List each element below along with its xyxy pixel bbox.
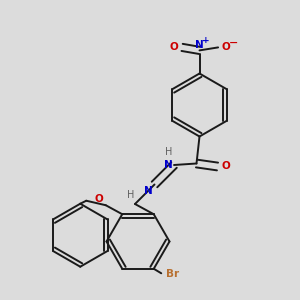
Text: H: H (127, 190, 134, 200)
Text: O: O (222, 161, 230, 172)
Text: +: + (202, 36, 210, 45)
Text: O: O (170, 42, 178, 52)
Text: −: − (229, 38, 238, 48)
Text: Br: Br (166, 269, 179, 279)
Text: N: N (164, 160, 172, 170)
Text: O: O (94, 194, 103, 204)
Text: N: N (144, 186, 153, 196)
Text: N: N (195, 40, 204, 50)
Text: O: O (222, 42, 230, 52)
Text: H: H (165, 148, 172, 158)
